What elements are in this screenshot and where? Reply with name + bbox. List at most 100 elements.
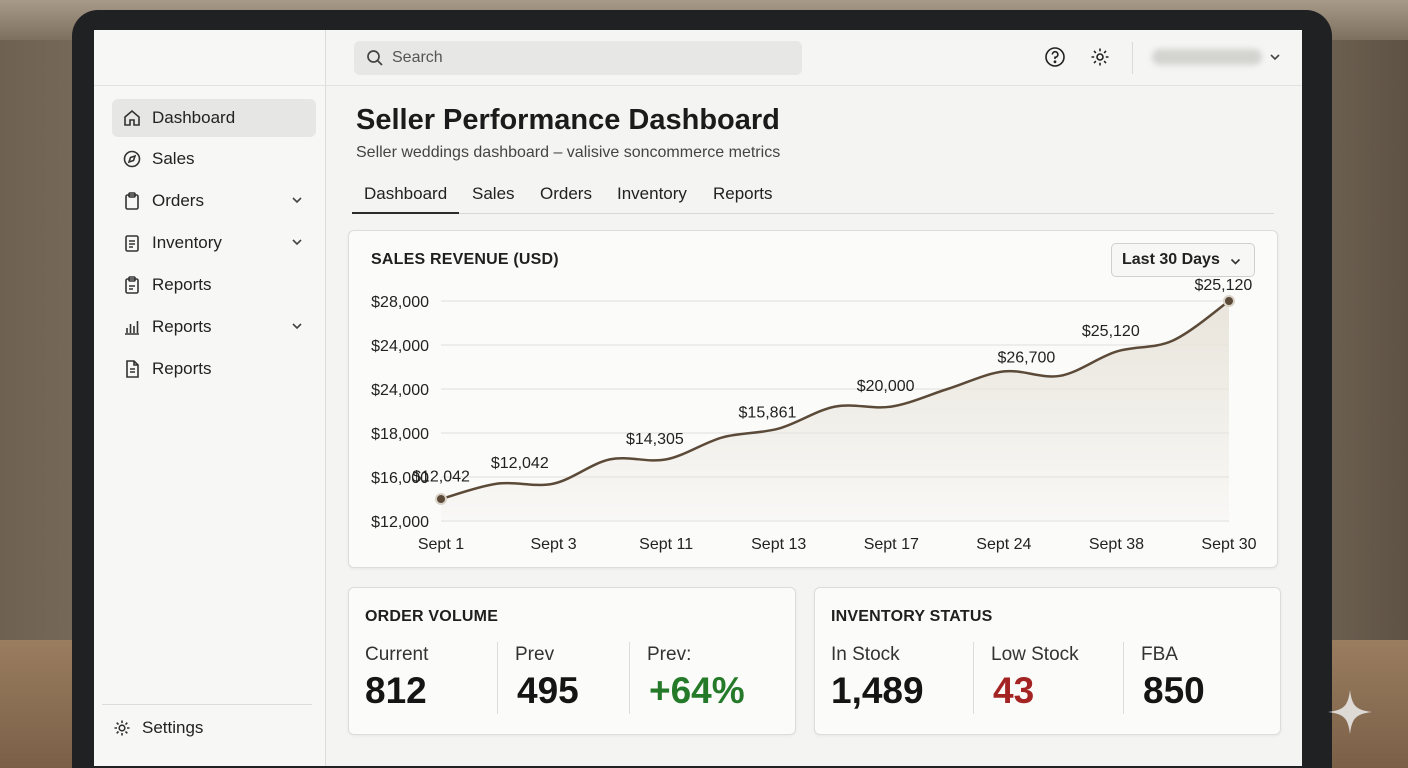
sidebar-item-reports-documents[interactable]: Reports bbox=[112, 350, 316, 388]
settings-label: Settings bbox=[142, 718, 204, 737]
clipboard-check-icon bbox=[122, 275, 142, 295]
sidebar-item-label: Reports bbox=[152, 275, 212, 294]
help-icon[interactable] bbox=[1044, 46, 1066, 68]
sidebar-item-reports-analytics[interactable]: Reports bbox=[112, 308, 316, 346]
x-tick-label: Sept 11 bbox=[639, 536, 693, 553]
tab-dashboard[interactable]: Dashboard bbox=[352, 184, 460, 214]
top-bar: Search bbox=[326, 30, 1302, 86]
x-tick-label: Sept 1 bbox=[418, 536, 464, 553]
page-subtitle: Seller weddings dashboard – valisive son… bbox=[356, 144, 781, 161]
sidebar-settings[interactable]: Settings bbox=[112, 718, 203, 738]
order-volume-title: ORDER VOLUME bbox=[365, 608, 499, 625]
page-title: Seller Performance Dashboard bbox=[356, 104, 780, 136]
search-icon bbox=[367, 50, 383, 66]
tab-reports[interactable]: Reports bbox=[713, 184, 773, 203]
x-tick-label: Sept 38 bbox=[1089, 536, 1144, 553]
sidebar-item-orders[interactable]: Orders bbox=[112, 182, 316, 220]
y-tick-label: $12,000 bbox=[371, 514, 429, 531]
sidebar-item-label: Reports bbox=[152, 359, 212, 378]
metric-label: Prev bbox=[515, 644, 555, 665]
sidebar-item-label: Sales bbox=[152, 149, 195, 168]
metric-value: 495 bbox=[517, 670, 579, 711]
document-icon bbox=[122, 359, 142, 379]
metric-value-change: +64% bbox=[649, 670, 745, 711]
metric-divider bbox=[497, 642, 498, 714]
data-point-marker bbox=[435, 493, 447, 505]
x-tick-label: Sept 13 bbox=[751, 536, 806, 553]
sidebar-item-inventory[interactable]: Inventory bbox=[112, 224, 316, 262]
data-label: $25,120 bbox=[1082, 323, 1140, 340]
user-menu-name[interactable] bbox=[1152, 49, 1262, 65]
tab-inventory[interactable]: Inventory bbox=[617, 184, 687, 203]
app-window: Dashboard Sales Orders Inventory bbox=[94, 30, 1302, 766]
search-input[interactable]: Search bbox=[354, 41, 802, 75]
list-icon bbox=[122, 233, 142, 253]
date-range-value: Last 30 Days bbox=[1122, 251, 1220, 268]
data-label: $12,042 bbox=[412, 468, 470, 485]
data-label: $20,000 bbox=[857, 378, 915, 395]
metric-value-low-stock: 43 bbox=[993, 670, 1035, 711]
x-tick-label: Sept 17 bbox=[864, 536, 919, 553]
revenue-line bbox=[440, 299, 1230, 501]
date-range-select[interactable]: Last 30 Days bbox=[1111, 243, 1255, 277]
x-tick-label: Sept 24 bbox=[976, 536, 1031, 553]
chevron-down-icon bbox=[1230, 258, 1241, 265]
chevron-down-icon[interactable] bbox=[1268, 50, 1282, 64]
y-tick-label: $28,000 bbox=[371, 294, 429, 311]
metric-divider bbox=[1123, 642, 1124, 714]
inventory-status-card: INVENTORY STATUS In Stock 1,489 Low Stoc… bbox=[814, 587, 1281, 735]
chevron-down-icon[interactable] bbox=[290, 235, 304, 249]
tab-orders[interactable]: Orders bbox=[540, 184, 592, 203]
data-label: $26,700 bbox=[997, 350, 1055, 367]
data-label: $15,861 bbox=[739, 405, 797, 422]
data-point-marker bbox=[1223, 295, 1235, 307]
metric-label: Low Stock bbox=[991, 644, 1079, 665]
inventory-status-title: INVENTORY STATUS bbox=[831, 608, 993, 625]
gear-icon bbox=[112, 718, 132, 738]
sidebar-item-label: Dashboard bbox=[152, 108, 236, 127]
sidebar-divider bbox=[102, 704, 312, 705]
data-label: $25,120 bbox=[1194, 277, 1252, 294]
x-tick-label: Sept 3 bbox=[530, 536, 576, 553]
sidebar-item-label: Reports bbox=[152, 317, 212, 336]
compass-icon bbox=[122, 149, 142, 169]
clipboard-icon bbox=[122, 191, 142, 211]
sidebar: Dashboard Sales Orders Inventory bbox=[94, 30, 326, 766]
y-tick-label: $16,000 bbox=[371, 470, 429, 487]
metric-divider bbox=[629, 642, 630, 714]
sales-revenue-chart: $28,000$24,000$24,000$18,000$16,000$12,0… bbox=[371, 277, 1257, 553]
metric-value: 812 bbox=[365, 670, 427, 711]
metric-value: 1,489 bbox=[831, 670, 924, 711]
x-tick-label: Sept 30 bbox=[1201, 536, 1256, 553]
y-tick-label: $24,000 bbox=[371, 382, 429, 399]
sidebar-item-label: Inventory bbox=[152, 233, 222, 252]
metric-label: Current bbox=[365, 644, 429, 665]
metric-label: Prev: bbox=[647, 644, 692, 665]
header-divider bbox=[1132, 42, 1133, 74]
sidebar-item-dashboard[interactable]: Dashboard bbox=[112, 99, 316, 137]
chart-title: SALES REVENUE (USD) bbox=[371, 251, 559, 268]
sidebar-item-label: Orders bbox=[152, 191, 204, 210]
home-icon bbox=[122, 108, 142, 128]
y-tick-label: $24,000 bbox=[371, 338, 429, 355]
metric-value: 850 bbox=[1143, 670, 1205, 711]
chevron-down-icon[interactable] bbox=[290, 319, 304, 333]
metric-label: FBA bbox=[1141, 644, 1178, 665]
sidebar-item-reports[interactable]: Reports bbox=[112, 266, 316, 304]
y-tick-label: $18,000 bbox=[371, 426, 429, 443]
metric-label: In Stock bbox=[831, 644, 900, 665]
search-placeholder: Search bbox=[392, 49, 443, 66]
order-volume-card: ORDER VOLUME Current 812 Prev 495 Prev: … bbox=[348, 587, 796, 735]
sparkle-icon bbox=[1328, 690, 1372, 734]
tab-sales[interactable]: Sales bbox=[472, 184, 515, 203]
area-fill bbox=[441, 301, 1229, 521]
sidebar-item-sales[interactable]: Sales bbox=[112, 140, 316, 178]
bar-chart-icon bbox=[122, 317, 142, 337]
sales-revenue-card: $28,000 $24,000 $24,000 $18,000 $16,000 $12,0… bbox=[348, 230, 1278, 568]
data-label: $14,305 bbox=[626, 431, 684, 448]
sidebar-header bbox=[94, 30, 325, 86]
chevron-down-icon[interactable] bbox=[290, 193, 304, 207]
metric-divider bbox=[973, 642, 974, 714]
gear-icon[interactable] bbox=[1089, 46, 1111, 68]
data-label: $12,042 bbox=[491, 455, 549, 472]
